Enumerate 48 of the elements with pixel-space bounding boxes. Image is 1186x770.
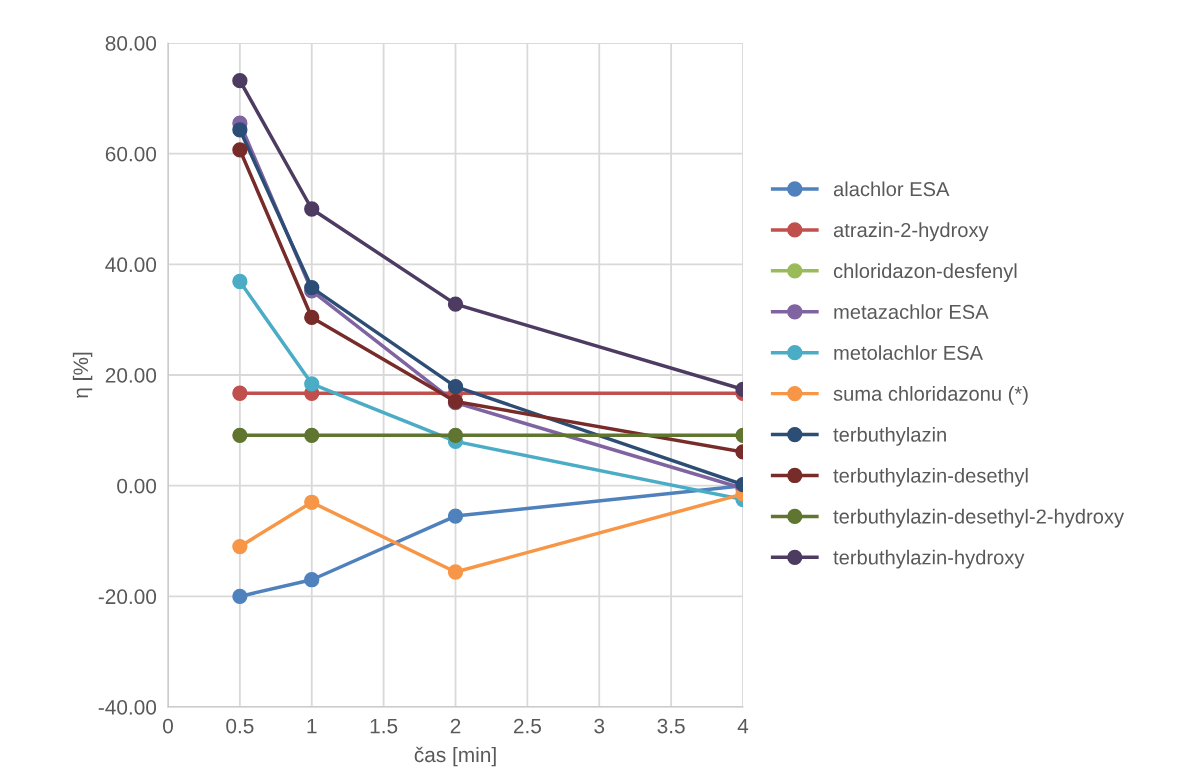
- legend-label: chloridazon-desfenyl: [833, 263, 1017, 283]
- x-tick-label: 2.5: [513, 718, 541, 734]
- point: [304, 309, 320, 326]
- point: [232, 385, 248, 401]
- x-tick-label: 0.5: [226, 718, 254, 734]
- x-tick-label: 1.5: [370, 718, 398, 734]
- point: [447, 508, 464, 524]
- y-tick-label: 40.00: [105, 257, 157, 273]
- y-tick-label: 0.00: [117, 478, 157, 494]
- point: [304, 427, 320, 443]
- y-tick-label: 20.00: [105, 368, 157, 383]
- point: [304, 279, 320, 296]
- point: [232, 427, 248, 443]
- point: [304, 201, 320, 217]
- legend-label: terbuthylazin-hydroxy: [833, 549, 1025, 569]
- y-tick-label: 60.00: [105, 146, 157, 162]
- point: [447, 564, 464, 580]
- point: [304, 494, 320, 510]
- x-axis-title: čas [min]: [414, 746, 496, 767]
- legend-label: suma chloridazonu (*): [833, 386, 1028, 405]
- point: [232, 538, 248, 555]
- x-tick-label: 4: [737, 718, 749, 734]
- point: [232, 72, 248, 89]
- point: [232, 142, 248, 158]
- x-tick-label: 0: [163, 718, 173, 734]
- legend-label: terbuthylazin-desethyl: [833, 467, 1028, 487]
- point: [447, 427, 464, 443]
- point: [304, 376, 320, 392]
- point: [232, 273, 248, 290]
- point: [232, 122, 248, 138]
- y-tick-label: -40.00: [98, 700, 157, 715]
- legend-label: atrazin-2-hydroxy: [833, 222, 989, 242]
- legend-label: alachlor ESA: [833, 181, 950, 197]
- x-tick-label: 1: [307, 718, 317, 734]
- point: [447, 296, 464, 312]
- x-tick-label: 3: [594, 718, 605, 734]
- point: [232, 588, 248, 604]
- x-tick-label: 2: [450, 718, 461, 734]
- legend-label: metolachlor ESA: [834, 345, 983, 360]
- y-axis-title: η [%]: [72, 352, 93, 398]
- legend-label: terbuthylazin-desethyl-2-hydroxy: [833, 508, 1125, 528]
- point: [447, 378, 464, 395]
- y-tick-label: -20.00: [98, 589, 157, 605]
- legend-label: terbuthylazin: [833, 427, 946, 446]
- y-tick-label: 80.00: [105, 36, 157, 51]
- legend-label: metazachlor ESA: [834, 304, 989, 320]
- x-tick-label: 3.5: [657, 718, 685, 734]
- point: [304, 572, 320, 588]
